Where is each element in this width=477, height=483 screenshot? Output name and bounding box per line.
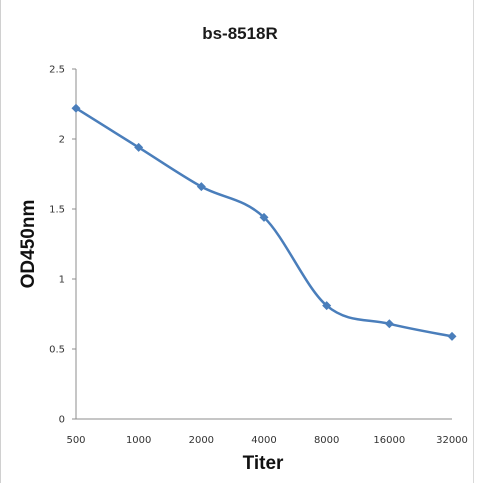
y-tick-label: 2 [59, 135, 65, 146]
x-tick-label: 32000 [436, 435, 468, 446]
x-tick-label: 1000 [126, 435, 151, 446]
x-tick-label: 2000 [189, 435, 214, 446]
y-axis-ticks: 0 0.5 1 1.5 2 2.5 [49, 65, 76, 426]
x-tick-label: 500 [66, 435, 85, 446]
series-group [71, 103, 457, 341]
data-point-marker [322, 301, 332, 311]
y-axis-title: OD450nm [18, 200, 39, 289]
y-tick-label: 1 [59, 275, 65, 286]
x-tick-label: 8000 [314, 435, 339, 446]
y-tick-label: 2.5 [49, 65, 65, 76]
y-tick-label: 0.5 [49, 345, 65, 356]
data-point-marker [134, 142, 144, 152]
data-point-marker [71, 103, 81, 113]
data-point-marker [259, 212, 269, 222]
data-point-marker [447, 331, 457, 341]
x-axis-title: Titer [243, 453, 284, 474]
data-point-marker [196, 182, 206, 192]
y-tick-label: 1.5 [49, 205, 65, 216]
x-axis-ticks: 500 1000 2000 4000 8000 16000 32000 [66, 435, 467, 446]
data-point-marker [384, 319, 394, 329]
x-tick-label: 4000 [251, 435, 276, 446]
chart-title: bs-8518R [202, 24, 278, 43]
series-line [74, 106, 454, 338]
y-tick-label: 0 [59, 415, 65, 426]
x-tick-label: 16000 [373, 435, 405, 446]
